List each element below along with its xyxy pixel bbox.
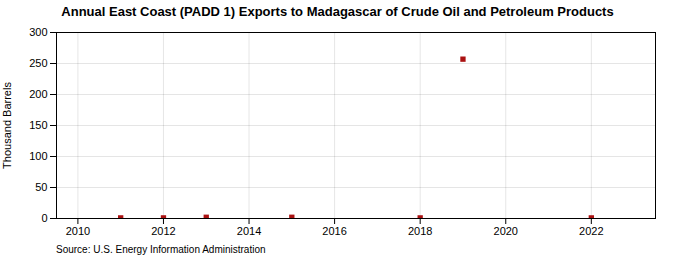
svg-text:50: 50 [35,181,47,193]
svg-text:2016: 2016 [322,226,346,238]
svg-text:0: 0 [41,212,47,224]
svg-text:2012: 2012 [151,226,175,238]
svg-text:2014: 2014 [237,226,261,238]
svg-text:Thousand Barrels: Thousand Barrels [1,82,13,169]
svg-text:250: 250 [29,57,47,69]
svg-text:2020: 2020 [494,226,518,238]
html-text:Annual East Coast (PADD 1) Exp: Annual East Coast (PADD 1) Exports to Ma… [61,4,614,19]
svg-text:2010: 2010 [66,226,90,238]
svg-text:2018: 2018 [408,226,432,238]
svg-text:300: 300 [29,26,47,38]
svg-text:200: 200 [29,88,47,100]
html-text:Source: U.S. Energy Informatio: Source: U.S. Energy Information Administ… [56,244,266,256]
svg-text:150: 150 [29,119,47,131]
svg-text:2022: 2022 [579,226,603,238]
svg-text:100: 100 [29,150,47,162]
